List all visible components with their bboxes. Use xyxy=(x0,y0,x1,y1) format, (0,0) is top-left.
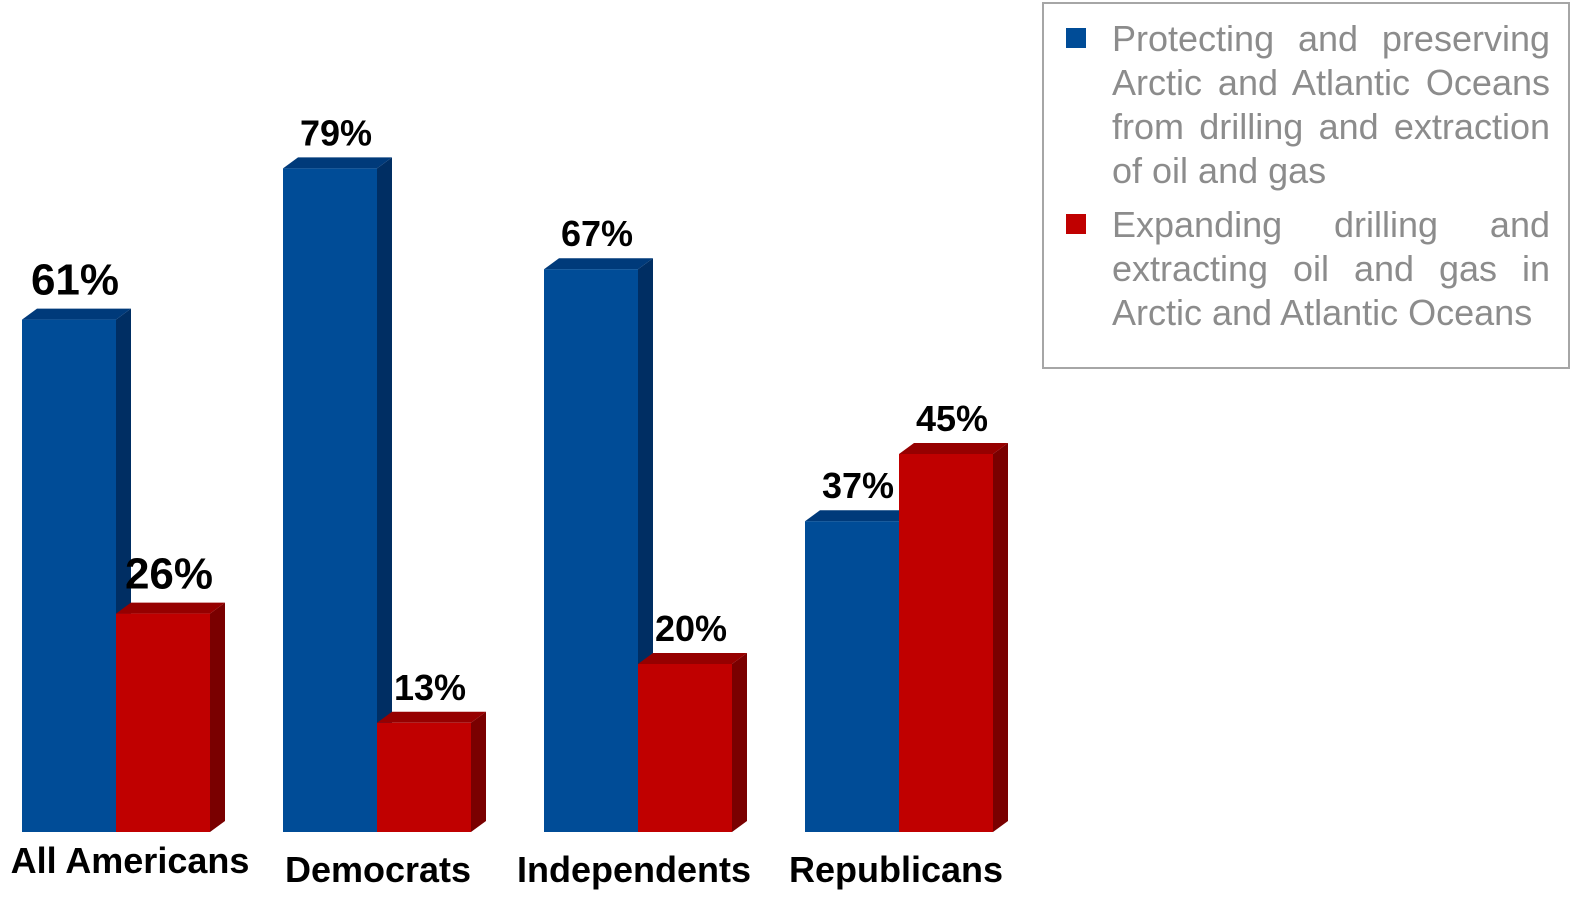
legend-item-expanding: Expanding drilling and extracting oil an… xyxy=(1056,203,1556,335)
bar-top-democrats-protecting xyxy=(283,157,392,169)
value-label-republicans-expanding: 45% xyxy=(916,398,988,439)
bar-top-all-americans-protecting xyxy=(22,308,131,320)
bar-republicans-protecting xyxy=(805,521,899,832)
legend-item-protecting: Protecting and preserving Arctic and Atl… xyxy=(1056,17,1556,193)
value-label-all-americans-protecting: 61% xyxy=(31,256,119,305)
value-label-independents-protecting: 67% xyxy=(561,213,633,254)
legend-label-protecting: Protecting and preserving Arctic and Atl… xyxy=(1112,18,1550,191)
bar-top-all-americans-expanding xyxy=(116,602,225,614)
legend: Protecting and preserving Arctic and Atl… xyxy=(1042,2,1570,369)
category-labels-layer: All Americans Democrats Independents Republ… xyxy=(11,840,1003,890)
bar-top-republicans-expanding xyxy=(899,443,1008,454)
value-label-all-americans-expanding: 26% xyxy=(125,550,213,599)
category-label-independents: Independents xyxy=(517,849,751,890)
bar-democrats-protecting xyxy=(283,168,377,832)
bar-top-independents-protecting xyxy=(544,258,653,270)
bar-side-all-americans-expanding xyxy=(210,602,225,832)
bar-democrats-expanding xyxy=(377,722,471,832)
value-label-republicans-protecting: 37% xyxy=(822,465,894,506)
category-label-republicans: Republicans xyxy=(789,849,1003,890)
bar-independents-protecting xyxy=(544,269,638,832)
category-label-democrats: Democrats xyxy=(285,849,471,890)
category-label-all-americans: All Americans xyxy=(11,840,250,881)
bars-layer xyxy=(22,157,1008,833)
legend-label-expanding: Expanding drilling and extracting oil an… xyxy=(1112,204,1550,333)
bar-republicans-expanding xyxy=(899,454,993,832)
value-label-independents-expanding: 20% xyxy=(655,608,727,649)
bar-all-americans-expanding xyxy=(116,613,210,832)
bar-top-republicans-protecting xyxy=(805,510,914,522)
bar-side-democrats-protecting xyxy=(377,157,392,832)
legend-swatch-blue xyxy=(1066,28,1086,48)
bar-independents-expanding xyxy=(638,664,732,832)
value-label-democrats-protecting: 79% xyxy=(300,112,372,153)
value-labels-layer: 61% 26% 79% 13% 67% 20% 37% 45% xyxy=(31,112,988,707)
bar-all-americans-protecting xyxy=(22,319,116,833)
bar-side-independents-expanding xyxy=(732,653,747,832)
bar-side-republicans-expanding xyxy=(993,443,1008,832)
legend-swatch-red xyxy=(1066,214,1086,234)
bar-top-independents-expanding xyxy=(638,653,747,664)
bar-top-democrats-expanding xyxy=(377,711,486,723)
value-label-democrats-expanding: 13% xyxy=(394,667,466,708)
bar-side-democrats-expanding xyxy=(471,711,486,832)
